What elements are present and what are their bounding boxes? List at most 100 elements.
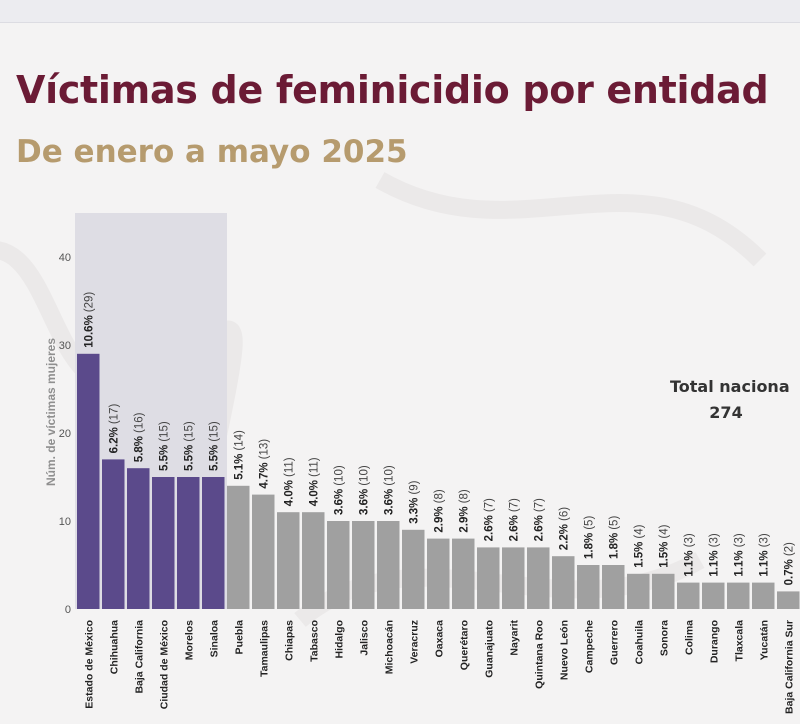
value-label: 3.6% (10) (383, 465, 395, 515)
percent-label: 3.6% (358, 489, 370, 515)
count-label: (5) (583, 516, 595, 530)
value-label: 1.5% (4) (633, 524, 645, 567)
percent-label: 3.6% (383, 489, 395, 515)
value-label: 1.1% (3) (733, 533, 745, 576)
category-label: Coahuila (633, 620, 645, 664)
bar-15 (427, 538, 450, 609)
count-label: (3) (708, 533, 720, 547)
count-label: (13) (258, 439, 270, 460)
y-tick-label: 30 (59, 340, 71, 352)
category-label: Ciudad de México (158, 620, 170, 709)
value-label: 5.1% (14) (233, 430, 245, 480)
category-label: Puebla (233, 620, 245, 655)
value-label: 2.9% (8) (458, 489, 470, 532)
bar-20 (552, 556, 575, 609)
category-label: Campeche (583, 620, 595, 673)
category-label: Estado de México (83, 620, 95, 709)
percent-label: 4.0% (308, 480, 320, 506)
category-label: Hidalgo (333, 620, 345, 659)
percent-label: 5.5% (158, 445, 170, 471)
count-label: (10) (383, 465, 395, 486)
y-tick-label: 0 (65, 604, 71, 616)
value-label: 1.1% (3) (708, 533, 720, 576)
category-label: Chiapas (283, 620, 295, 661)
value-label: 1.1% (3) (758, 533, 770, 576)
bar-27 (727, 582, 750, 609)
count-label: (11) (283, 457, 295, 477)
count-label: (15) (183, 421, 195, 442)
percent-label: 4.0% (283, 480, 295, 506)
value-label: 1.8% (5) (608, 516, 620, 559)
value-label: 1.1% (3) (683, 533, 695, 576)
percent-label: 5.1% (233, 454, 245, 480)
value-label: 2.9% (8) (433, 489, 445, 532)
percent-label: 1.5% (658, 542, 670, 568)
percent-label: 1.8% (608, 533, 620, 559)
category-label: Yucatán (758, 620, 770, 660)
count-label: (15) (208, 421, 220, 442)
category-label: Veracruz (408, 620, 420, 664)
percent-label: 1.1% (683, 550, 695, 576)
value-label: 4.0% (11) (283, 457, 295, 506)
category-label: Oaxaca (433, 620, 445, 658)
value-label: 3.3% (9) (408, 480, 420, 523)
percent-label: 2.6% (533, 515, 545, 541)
category-label: Baja California (133, 620, 145, 694)
bar-28 (752, 582, 775, 609)
bar-18 (502, 547, 525, 609)
total-nacional: Total naciona 274 (670, 374, 790, 426)
category-label: Nuevo León (558, 620, 570, 680)
y-axis-label: Núm. de víctimas mujeres (44, 338, 58, 486)
value-label: 4.0% (11) (308, 457, 320, 506)
top-bar (0, 0, 800, 23)
page-title: Víctimas de feminicidio por entidad (16, 68, 769, 112)
percent-label: 0.7% (783, 559, 795, 585)
bar-5 (177, 477, 200, 609)
value-label: 1.8% (5) (583, 516, 595, 559)
bar-23 (627, 573, 650, 609)
count-label: (16) (133, 412, 145, 433)
value-label: 0.7% (2) (783, 542, 795, 585)
percent-label: 2.2% (558, 524, 570, 550)
count-label: (2) (783, 542, 795, 556)
bar-2 (102, 459, 125, 609)
value-label: 5.5% (15) (158, 421, 170, 471)
category-label: Baja California Sur (783, 620, 795, 714)
bar-19 (527, 547, 550, 609)
count-label: (6) (558, 507, 570, 521)
y-tick-label: 40 (59, 252, 71, 264)
count-label: (10) (358, 465, 370, 486)
count-label: (10) (333, 465, 345, 486)
count-label: (7) (508, 498, 520, 512)
count-label: (15) (158, 421, 170, 442)
value-label: 5.8% (16) (133, 412, 145, 462)
percent-label: 3.6% (333, 489, 345, 515)
page-subtitle: De enero a mayo 2025 (16, 134, 408, 170)
bar-17 (477, 547, 500, 609)
category-label: Querétaro (458, 620, 470, 670)
value-label: 2.6% (7) (508, 498, 520, 541)
bar-8 (252, 494, 275, 609)
bar-3 (127, 468, 150, 609)
y-tick-label: 10 (59, 516, 71, 528)
y-tick-label: 20 (59, 428, 71, 440)
value-label: 2.6% (7) (533, 498, 545, 541)
category-label: Sonora (658, 620, 670, 656)
bar-10 (302, 512, 325, 609)
count-label: (8) (433, 489, 445, 503)
percent-label: 3.3% (408, 498, 420, 524)
percent-label: 2.6% (508, 515, 520, 541)
percent-label: 2.9% (433, 506, 445, 532)
count-label: (11) (308, 457, 320, 477)
count-label: (3) (683, 533, 695, 547)
value-label: 2.2% (6) (558, 507, 570, 550)
bar-29 (777, 591, 800, 609)
value-label: 1.5% (4) (658, 524, 670, 567)
bar-12 (352, 521, 375, 609)
count-label: (17) (108, 404, 120, 425)
percent-label: 10.6% (83, 315, 95, 348)
percent-label: 5.5% (183, 445, 195, 471)
category-label: Sinaloa (208, 620, 220, 658)
bar-21 (577, 565, 600, 609)
